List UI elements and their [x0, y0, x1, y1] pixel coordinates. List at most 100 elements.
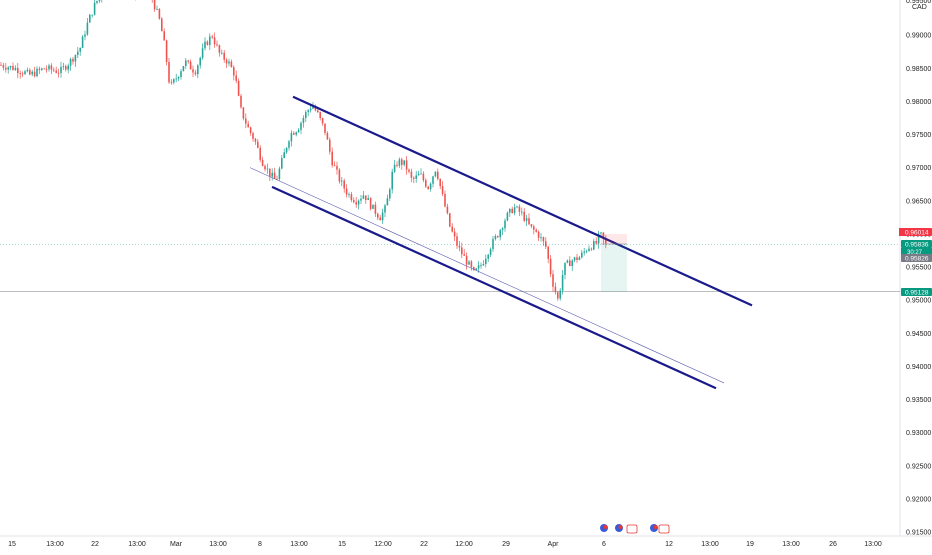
candle-body [427, 186, 429, 190]
candle-body [554, 286, 557, 293]
candle-body [576, 257, 578, 260]
candle-body [53, 69, 55, 71]
candle-body [437, 171, 439, 179]
candle-body [12, 66, 14, 70]
y-tick-label: 0.97000 [906, 165, 931, 172]
y-tick-label: 0.92500 [906, 463, 931, 470]
candle-body [537, 231, 540, 238]
x-tick-label: 19 [746, 541, 754, 548]
candle-body [477, 265, 480, 269]
candle-body [36, 68, 38, 77]
candle-body [24, 71, 26, 75]
candle-body [96, 0, 98, 3]
candle-body [578, 257, 581, 260]
candle-body [415, 175, 417, 179]
candle-body [506, 212, 509, 221]
x-tick-label: 15 [8, 541, 16, 548]
candle-body [199, 57, 201, 66]
y-tick-label: 0.92000 [906, 496, 931, 503]
candle-body [605, 238, 607, 244]
candle-body [86, 22, 89, 35]
x-tick-label: Apr [548, 541, 560, 548]
candle-body [233, 67, 235, 76]
y-tick-label: 0.94000 [906, 364, 931, 371]
candle-body [331, 151, 333, 166]
candle-body [7, 67, 9, 70]
candle-body [14, 67, 17, 70]
candle-body [533, 226, 535, 230]
candle-body [259, 147, 261, 160]
candle-body [381, 212, 384, 221]
candle-body [249, 127, 252, 134]
last-price-badge [901, 254, 932, 262]
candle-body [206, 41, 209, 45]
x-tick-label: 13:00 [864, 541, 882, 548]
candle-body [69, 58, 72, 66]
candle-body [326, 132, 329, 140]
x-tick-label: 13:00 [209, 541, 227, 548]
candle-body [43, 68, 45, 70]
x-tick-label: 13:00 [128, 541, 146, 548]
candle-body [295, 132, 297, 135]
stop-loss-zone [601, 234, 627, 244]
candle-body [540, 237, 542, 238]
x-tick-label: 22 [420, 541, 428, 548]
y-tick-label: 0.94500 [906, 331, 931, 338]
candle-body [9, 66, 12, 68]
candle-body [175, 78, 177, 80]
candle-body [29, 69, 31, 75]
price-axis[interactable] [900, 0, 932, 550]
candle-body [581, 252, 583, 258]
candle-body [77, 51, 79, 55]
candle-body [2, 65, 5, 68]
x-tick-label: 13:00 [46, 541, 64, 548]
candle-body [254, 138, 257, 142]
candle-body [19, 73, 21, 74]
candle-body [379, 217, 381, 221]
candle-body [336, 165, 338, 170]
candle-body [153, 0, 156, 10]
candle-body [494, 236, 497, 239]
x-tick-label: 12 [665, 541, 673, 548]
candle-body [600, 232, 602, 234]
candle-body [192, 69, 194, 73]
y-tick-label: 0.97500 [906, 132, 931, 139]
y-tick-label: 0.93000 [906, 430, 931, 437]
candle-body [384, 205, 386, 213]
candle-body [403, 160, 405, 165]
candle-body [201, 48, 204, 58]
candle-body [204, 41, 206, 49]
candle-body [242, 107, 245, 119]
candle-body [446, 206, 449, 214]
candle-body [391, 171, 393, 190]
x-tick-label: Mar [170, 541, 183, 548]
candle-body [252, 133, 254, 139]
candle-body [504, 220, 506, 229]
candle-body [62, 66, 65, 68]
candle-body [441, 186, 444, 194]
candle-body [571, 260, 573, 267]
candle-body [33, 71, 36, 77]
candle-body [341, 180, 343, 182]
candle-body [165, 40, 168, 62]
y-tick-label: 0.91500 [906, 530, 931, 537]
candle-body [569, 260, 571, 267]
y-tick-label: 0.98000 [906, 99, 931, 106]
x-tick-label: 12:00 [455, 541, 473, 548]
x-tick-label: 12:00 [374, 541, 392, 548]
candle-body [230, 61, 233, 68]
candle-body [225, 59, 228, 64]
x-tick-label: 26 [829, 541, 837, 548]
candle-body [489, 249, 492, 255]
y-tick-label: 0.93500 [906, 397, 931, 404]
y-tick-label: 0.96500 [906, 198, 931, 205]
candle-body [453, 231, 456, 237]
candle-body [566, 260, 569, 263]
candle-body [290, 133, 293, 142]
candle-body [247, 123, 249, 128]
candle-body [401, 159, 403, 165]
candle-body [209, 36, 211, 45]
candle-body [545, 241, 547, 247]
